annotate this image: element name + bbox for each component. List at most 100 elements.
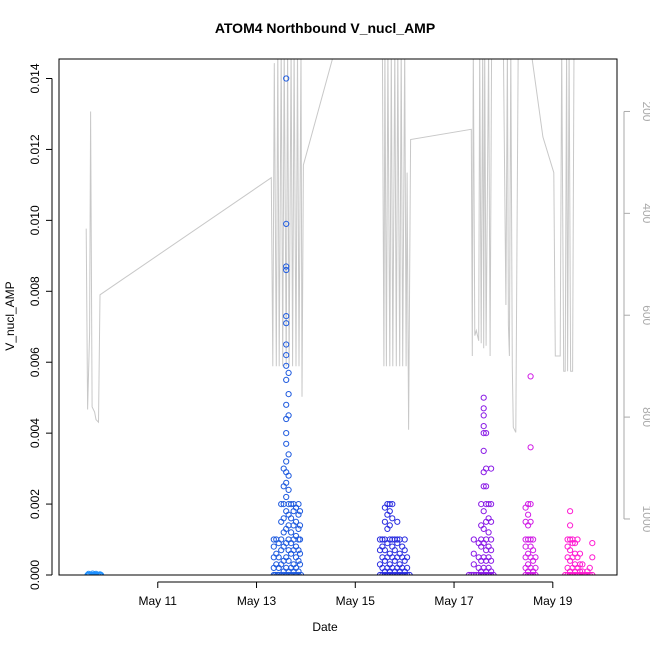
data-point-series-2 <box>283 493 290 501</box>
data-point-series-6 <box>567 571 574 575</box>
data-point-series-2 <box>285 391 292 398</box>
data-point-series-3 <box>401 536 408 543</box>
data-point-series-2 <box>283 362 290 369</box>
data-point-series-2 <box>292 518 300 525</box>
y-tick-label: 0.002 <box>28 489 42 519</box>
data-point-series-4 <box>485 529 492 536</box>
data-point-series-2 <box>280 571 287 575</box>
data-point-series-4 <box>480 430 487 437</box>
x-axis-label: Date <box>312 620 338 634</box>
data-point-series-5 <box>527 501 534 508</box>
data-point-series-6 <box>576 561 584 568</box>
data-point-series-2 <box>283 220 290 227</box>
data-point-series-2 <box>283 320 290 327</box>
data-point-series-4 <box>488 557 495 564</box>
data-point-series-4 <box>480 508 487 515</box>
data-point-series-4 <box>480 483 487 490</box>
y2-tick-label: 200 <box>640 101 650 121</box>
data-point-series-3 <box>396 571 403 575</box>
data-point-series-4 <box>465 571 472 575</box>
data-point-series-2 <box>283 376 290 383</box>
data-point-series-2 <box>288 515 295 522</box>
data-point-series-4 <box>483 483 490 490</box>
data-point-series-2 <box>283 313 290 320</box>
data-point-series-5 <box>530 547 537 554</box>
data-point-series-3 <box>406 571 413 575</box>
data-point-series-2 <box>296 561 304 568</box>
data-point-series-6 <box>574 536 581 543</box>
data-point-series-2 <box>283 352 290 359</box>
data-point-series-5 <box>527 518 534 525</box>
data-point-series-3 <box>404 554 411 561</box>
data-point-series-4 <box>480 423 487 430</box>
data-point-series-2 <box>285 472 292 479</box>
data-point-series-2 <box>295 557 302 564</box>
y2-tick-label: 1000 <box>640 506 650 533</box>
data-point-series-2 <box>288 501 295 508</box>
data-point-series-2 <box>283 458 290 465</box>
x-tick-label: May 13 <box>237 594 277 608</box>
data-point-series-2 <box>283 75 290 82</box>
data-point-series-4 <box>470 571 477 575</box>
data-point-series-2 <box>296 550 304 557</box>
chart-title: ATOM4 Northbound V_nucl_AMP <box>214 20 436 36</box>
data-point-series-2 <box>283 266 290 274</box>
data-point-series-2 <box>295 568 302 575</box>
y2-tick-label: 600 <box>640 305 650 325</box>
data-point-series-2 <box>290 571 297 575</box>
data-point-series-2 <box>295 501 302 508</box>
data-point-series-2 <box>288 529 295 536</box>
depth-line <box>85 59 575 433</box>
y2-tick-label: 400 <box>640 203 650 223</box>
data-point-series-4 <box>485 501 492 508</box>
data-point-series-2 <box>295 525 302 533</box>
data-point-series-4 <box>480 394 487 401</box>
data-point-series-6 <box>562 571 569 575</box>
data-point-series-3 <box>389 515 396 522</box>
data-point-series-4 <box>488 536 495 543</box>
data-point-series-4 <box>468 571 475 575</box>
data-point-series-1 <box>89 570 96 575</box>
data-point-series-5 <box>532 564 539 572</box>
plot-frame <box>58 58 618 576</box>
data-point-series-6 <box>586 564 593 572</box>
data-point-series-1 <box>97 571 105 575</box>
data-point-series-4 <box>488 547 495 554</box>
y-tick-label: 0.010 <box>28 205 42 235</box>
data-point-series-1 <box>85 570 92 575</box>
data-point-series-2 <box>296 536 304 543</box>
x-tick-label: May 17 <box>434 594 474 608</box>
data-point-series-4 <box>483 571 490 575</box>
x-tick-label: May 15 <box>336 594 376 608</box>
data-point-series-3 <box>386 522 393 529</box>
data-point-series-3 <box>391 547 398 554</box>
data-point-series-3 <box>386 501 393 508</box>
data-point-series-5 <box>530 536 537 543</box>
data-point-series-2 <box>283 341 290 348</box>
data-point-series-3 <box>381 571 388 575</box>
data-point-series-6 <box>589 540 596 547</box>
x-tick-label: May 11 <box>139 594 178 608</box>
data-point-series-2 <box>275 571 282 575</box>
data-point-series-6 <box>584 571 591 575</box>
data-point-series-2 <box>275 554 282 561</box>
data-point-series-2 <box>295 511 302 518</box>
data-point-series-2 <box>270 536 277 543</box>
data-point-series-6 <box>567 508 574 515</box>
y-tick-label: 0.000 <box>28 560 42 590</box>
data-point-series-5 <box>522 543 529 550</box>
data-point-series-2 <box>272 571 279 575</box>
data-point-series-2 <box>283 263 290 270</box>
data-point-series-5 <box>532 554 539 561</box>
data-point-series-3 <box>389 501 396 508</box>
data-point-series-4 <box>480 447 487 454</box>
data-point-series-2 <box>285 557 292 564</box>
data-point-series-6 <box>576 550 584 557</box>
data-point-series-2 <box>283 440 290 447</box>
points-layer <box>84 75 596 575</box>
data-point-series-3 <box>394 518 401 525</box>
data-point-series-4 <box>470 561 477 568</box>
data-point-series-5 <box>527 373 534 380</box>
data-point-series-6 <box>579 561 586 568</box>
